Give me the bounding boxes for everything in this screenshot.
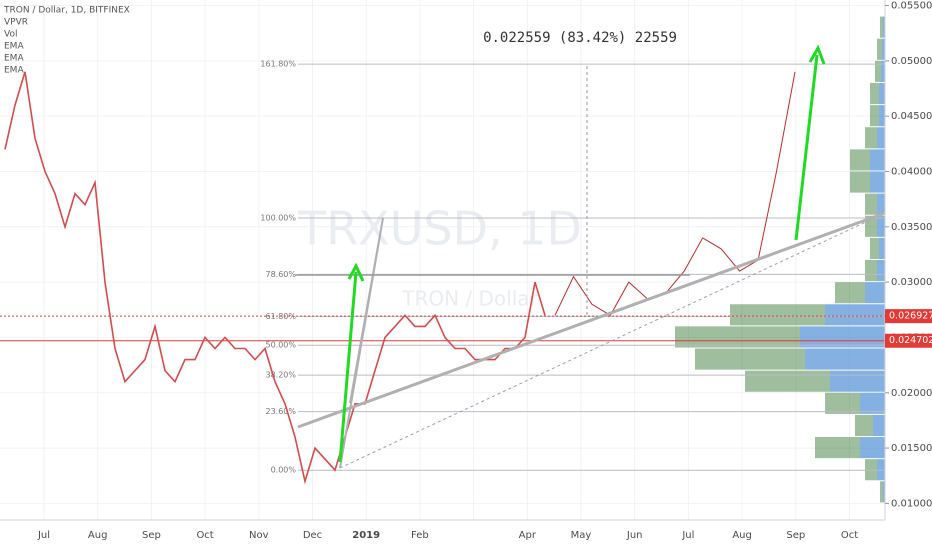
profile-up	[883, 16, 885, 38]
arrow-head	[347, 262, 365, 282]
profile-up	[877, 215, 885, 237]
indicator-label: Vol	[4, 30, 17, 40]
profile-down	[870, 82, 879, 105]
x-tick-label: Jul	[681, 530, 694, 541]
arrow	[794, 54, 819, 241]
watermark-sub: TRON / Dollar	[401, 287, 538, 311]
price-line-series	[4, 71, 546, 485]
profile-down	[825, 392, 860, 414]
annotations	[295, 44, 886, 469]
x-tick-label: Apr	[519, 530, 537, 541]
profile-up	[865, 282, 885, 304]
measure-label: 0.022559 (83.42%) 22559	[483, 30, 677, 46]
profile-up	[805, 348, 885, 370]
x-tick-label: Aug	[88, 530, 108, 541]
profile-down	[880, 16, 883, 38]
x-tick-label: May	[571, 530, 592, 541]
profile-up	[825, 304, 885, 326]
profile-down	[730, 304, 825, 326]
profile-down	[875, 60, 881, 82]
profile-down	[870, 237, 879, 259]
price-badge	[885, 333, 932, 348]
profile-down	[880, 481, 883, 503]
dashed-trend	[339, 212, 886, 469]
x-tick-label: Sep	[786, 530, 805, 541]
profile-down	[675, 326, 800, 348]
profile-up	[879, 82, 885, 105]
profile-down	[877, 38, 882, 60]
profile-up	[879, 237, 885, 259]
fib-label: 50.00%	[265, 341, 296, 350]
abc-line	[339, 217, 384, 469]
x-tick-label: Sep	[142, 530, 161, 541]
profile-down	[850, 171, 870, 193]
fib-label: 38.20%	[265, 371, 296, 380]
indicator-label: EMA	[4, 66, 24, 76]
price-badge-label: 0.026927	[889, 311, 932, 322]
profile-down	[745, 370, 830, 392]
indicator-label: VPVR	[4, 18, 28, 28]
profile-up	[879, 105, 885, 127]
profile-up	[870, 171, 885, 193]
profile-up	[877, 127, 885, 149]
x-tick-label: Jun	[626, 530, 643, 541]
profile-up	[860, 392, 885, 414]
profile-up	[877, 260, 885, 282]
price-badge-label: 0.024702	[889, 335, 932, 346]
profile-down	[815, 437, 860, 459]
fib-label: 100.00%	[260, 213, 296, 222]
fib-label: 23.60%	[265, 407, 296, 416]
profile-up	[882, 38, 885, 60]
profile-up	[870, 149, 885, 171]
x-tick-label: Nov	[249, 530, 269, 541]
profile-down	[850, 149, 870, 171]
fib-label: 0.00%	[271, 466, 297, 475]
profile-down	[695, 348, 805, 370]
x-tick-label: Feb	[411, 530, 429, 541]
indicator-label: EMA	[4, 42, 24, 52]
arrow	[338, 271, 358, 463]
price-badge	[885, 309, 932, 324]
profile-down	[865, 127, 877, 149]
title: TRON / Dollar, 1D, BITFINEX	[3, 6, 130, 16]
profile-up	[883, 481, 885, 503]
profile-down	[835, 282, 865, 304]
watermark: TRXUSD, 1D	[297, 202, 582, 256]
indicator-label: EMA	[4, 54, 24, 64]
y-tick-label: 0.055000	[891, 1, 932, 12]
x-tick-label: Oct	[196, 530, 213, 541]
x-tick-label: Jul	[37, 530, 50, 541]
x-tick-label: Oct	[841, 530, 858, 541]
arrow-head	[808, 44, 826, 65]
x-tick-label: Aug	[732, 530, 752, 541]
profile-up	[860, 437, 885, 459]
profile-up	[800, 326, 885, 348]
profile-down	[870, 105, 879, 127]
profile-up	[881, 60, 885, 82]
profile-up	[877, 193, 885, 215]
profile-down	[865, 193, 877, 215]
profile-down	[855, 414, 873, 437]
x-tick-label: Dec	[303, 530, 322, 541]
profile-up	[873, 414, 885, 437]
fib-label: 78.60%	[265, 270, 296, 279]
profile-up	[830, 370, 885, 392]
fib-label: 161.80%	[260, 60, 296, 69]
profile-down	[865, 260, 877, 282]
x-tick-label: 2019	[352, 530, 380, 541]
trend-line	[297, 211, 886, 429]
